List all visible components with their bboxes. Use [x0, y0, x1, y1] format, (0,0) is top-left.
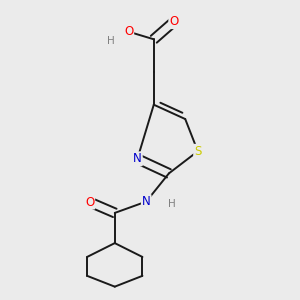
Text: N: N [133, 152, 142, 165]
Text: O: O [124, 25, 133, 38]
Text: O: O [85, 196, 94, 208]
Text: H: H [167, 199, 175, 209]
Text: O: O [169, 15, 178, 28]
Text: H: H [107, 36, 115, 46]
Text: S: S [194, 145, 202, 158]
Text: N: N [142, 195, 151, 208]
